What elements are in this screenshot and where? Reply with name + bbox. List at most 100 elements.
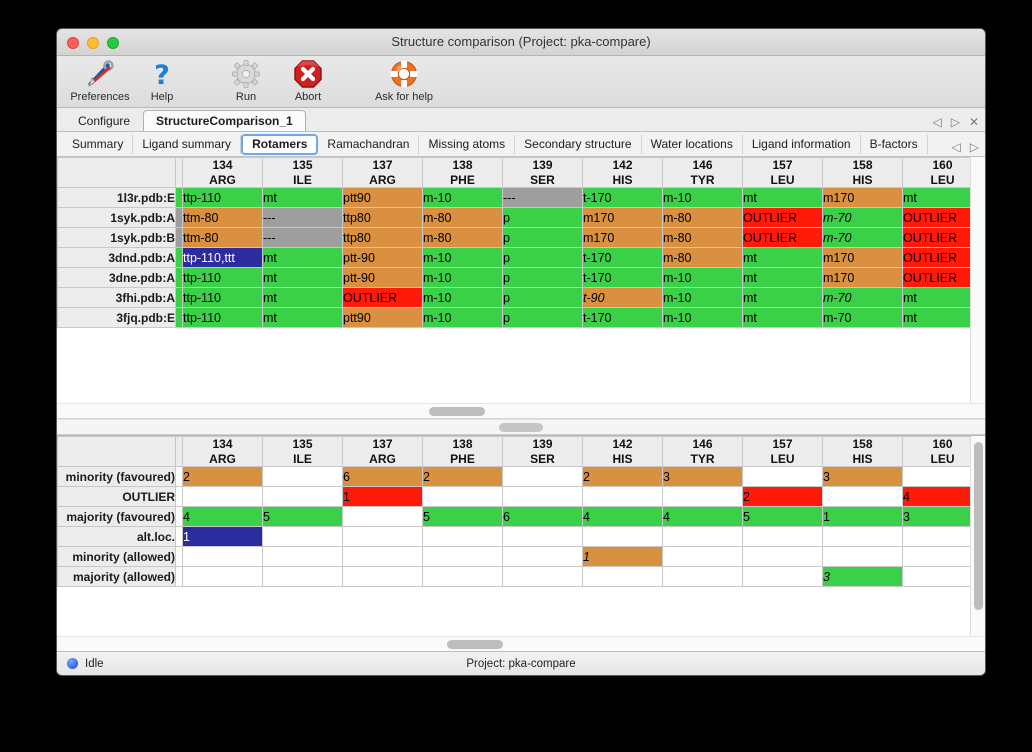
- grid-cell[interactable]: OUTLIER: [342, 287, 423, 309]
- column-header-146[interactable]: 146 TYR: [662, 436, 743, 468]
- summary-vscroll-thumb[interactable]: [974, 442, 983, 610]
- grid-cell[interactable]: m-10: [422, 307, 503, 329]
- grid-cell[interactable]: m-80: [422, 207, 503, 229]
- table-row[interactable]: minority (allowed) 1: [57, 546, 970, 568]
- column-header-137[interactable]: 137 ARG: [342, 157, 423, 189]
- row-header-label[interactable]: OUTLIER: [57, 486, 176, 508]
- grid-cell[interactable]: mt: [742, 287, 823, 309]
- grid-cell[interactable]: ttp80: [342, 227, 423, 249]
- grid-cell[interactable]: [902, 546, 970, 568]
- grid-cell[interactable]: m-10: [662, 287, 743, 309]
- column-header-139[interactable]: 139 SER: [502, 157, 583, 189]
- grid-cell[interactable]: p: [502, 267, 583, 289]
- grid-cell[interactable]: ttm-80: [182, 227, 263, 249]
- grid-cell[interactable]: ttm-80: [182, 207, 263, 229]
- column-header-138[interactable]: 138 PHE: [422, 157, 503, 189]
- table-row[interactable]: 3fhi.pdb:A ttp-110 mt OUTLIER m-10 p t-90 m-10 m…: [57, 287, 970, 309]
- grid-cell[interactable]: m170: [582, 207, 663, 229]
- grid-cell[interactable]: m170: [822, 267, 903, 289]
- grid-cell[interactable]: [502, 486, 583, 508]
- grid-cell[interactable]: 1: [582, 546, 663, 568]
- rotamer-vertical-scrollbar[interactable]: [970, 157, 985, 403]
- column-header-137[interactable]: 137 ARG: [342, 436, 423, 468]
- column-header-158[interactable]: 158 HIS: [822, 157, 903, 189]
- grid-cell[interactable]: mt: [742, 247, 823, 269]
- grid-cell[interactable]: 4: [902, 486, 970, 508]
- table-row[interactable]: 1l3r.pdb:E ttp-110 mt ptt90 m-10 --- t-170 m-10…: [57, 187, 970, 209]
- column-header-134[interactable]: 134 ARG: [182, 436, 263, 468]
- grid-cell[interactable]: m-80: [662, 227, 743, 249]
- grid-cell[interactable]: [262, 546, 343, 568]
- grid-cell[interactable]: OUTLIER: [902, 227, 970, 249]
- column-header-146[interactable]: 146 TYR: [662, 157, 743, 189]
- grid-cell[interactable]: ptt-90: [342, 267, 423, 289]
- grid-cell[interactable]: [742, 546, 823, 568]
- grid-cell[interactable]: t-170: [582, 187, 663, 209]
- grid-cell[interactable]: [822, 546, 903, 568]
- grid-cell[interactable]: mt: [742, 187, 823, 209]
- grid-cell[interactable]: [822, 486, 903, 508]
- summary-horizontal-scrollbar[interactable]: [57, 636, 985, 651]
- grid-cell[interactable]: mt: [742, 267, 823, 289]
- grid-cell[interactable]: t-170: [582, 307, 663, 329]
- grid-cell[interactable]: mt: [262, 247, 343, 269]
- inner-tab-next-icon[interactable]: ▷: [969, 140, 979, 154]
- grid-cell[interactable]: 4: [582, 506, 663, 528]
- grid-cell[interactable]: mt: [262, 287, 343, 309]
- grid-cell[interactable]: ttp-110: [182, 307, 263, 329]
- grid-cell[interactable]: mt: [262, 307, 343, 329]
- row-header-label[interactable]: 1l3r.pdb:E: [57, 187, 176, 209]
- grid-cell[interactable]: m-70: [822, 207, 903, 229]
- grid-cell[interactable]: p: [502, 287, 583, 309]
- grid-cell[interactable]: 6: [502, 506, 583, 528]
- grid-cell[interactable]: t-170: [582, 267, 663, 289]
- grid-cell[interactable]: [262, 486, 343, 508]
- table-row[interactable]: majority (favoured) 4 5 5 6 4 4 5 1 3: [57, 506, 970, 528]
- row-header-label[interactable]: 1syk.pdb:A: [57, 207, 176, 229]
- grid-cell[interactable]: [422, 546, 503, 568]
- grid-cell[interactable]: ttp-110,ttt: [182, 247, 263, 269]
- grid-cell[interactable]: 3: [822, 566, 903, 588]
- grid-cell[interactable]: p: [502, 227, 583, 249]
- row-header-label[interactable]: minority (favoured): [57, 466, 176, 488]
- tab-ramachandran[interactable]: Ramachandran: [318, 134, 420, 154]
- grid-cell[interactable]: [902, 566, 970, 588]
- grid-cell[interactable]: m170: [822, 247, 903, 269]
- grid-cell[interactable]: [502, 466, 583, 488]
- grid-cell[interactable]: mt: [902, 307, 970, 329]
- grid-cell[interactable]: 2: [742, 486, 823, 508]
- grid-cell[interactable]: m170: [582, 227, 663, 249]
- grid-cell[interactable]: ptt-90: [342, 247, 423, 269]
- grid-cell[interactable]: ptt90: [342, 187, 423, 209]
- column-header-142[interactable]: 142 HIS: [582, 436, 663, 468]
- grid-cell[interactable]: [902, 466, 970, 488]
- row-header-label[interactable]: 3dne.pdb:A: [57, 267, 176, 289]
- grid-cell[interactable]: m-10: [422, 247, 503, 269]
- grid-cell[interactable]: 3: [662, 466, 743, 488]
- grid-cell[interactable]: t-170: [582, 247, 663, 269]
- column-header-142[interactable]: 142 HIS: [582, 157, 663, 189]
- grid-cell[interactable]: [582, 526, 663, 548]
- grid-cell[interactable]: [422, 486, 503, 508]
- grid-cell[interactable]: OUTLIER: [902, 207, 970, 229]
- minimize-window-button[interactable]: [87, 37, 99, 49]
- grid-cell[interactable]: OUTLIER: [902, 247, 970, 269]
- grid-cell[interactable]: 5: [742, 506, 823, 528]
- outer-tab-prev-icon[interactable]: ◁: [932, 115, 942, 129]
- row-header-label[interactable]: majority (favoured): [57, 506, 176, 528]
- tab-ligand-information[interactable]: Ligand information: [743, 134, 861, 154]
- grid-cell[interactable]: ---: [262, 207, 343, 229]
- column-header-139[interactable]: 139 SER: [502, 436, 583, 468]
- grid-cell[interactable]: 1: [342, 486, 423, 508]
- grid-cell[interactable]: [422, 566, 503, 588]
- rotamer-table-scroll[interactable]: 134 ARG 135 ILE 137 ARG 138 PHE 139 SER 142 HIS 146 T…: [57, 157, 970, 403]
- grid-cell[interactable]: [662, 486, 743, 508]
- grid-cell[interactable]: 3: [822, 466, 903, 488]
- grid-cell[interactable]: [262, 566, 343, 588]
- outer-tab-next-icon[interactable]: ▷: [950, 115, 960, 129]
- grid-cell[interactable]: OUTLIER: [902, 267, 970, 289]
- maximize-window-button[interactable]: [107, 37, 119, 49]
- tab-rotamers[interactable]: Rotamers: [241, 133, 319, 155]
- grid-cell[interactable]: 4: [182, 506, 263, 528]
- grid-cell[interactable]: ttp80: [342, 207, 423, 229]
